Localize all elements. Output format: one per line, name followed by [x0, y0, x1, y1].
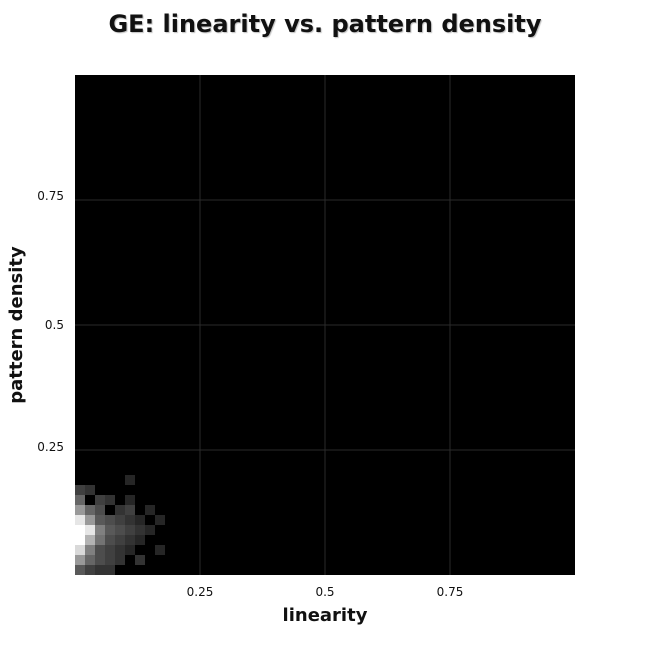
heatmap-cell [105, 525, 115, 535]
heatmap-cell [145, 505, 155, 515]
heatmap-cell [155, 545, 165, 555]
heatmap-cell [85, 525, 95, 535]
heatmap-cell [75, 495, 85, 505]
heatmap-cell [75, 555, 85, 565]
heatmap-cell [115, 555, 125, 565]
heatmap-cell [135, 525, 145, 535]
heatmap-cell [75, 485, 85, 495]
heatmap-cell [95, 545, 105, 555]
heatmap-cell [105, 555, 115, 565]
heatmap-cell [125, 545, 135, 555]
y-tick-label: 0.75 [37, 189, 64, 203]
heatmap-cell [105, 565, 115, 575]
heatmap-cell [115, 515, 125, 525]
heatmap-cell [155, 515, 165, 525]
heatmap-cell [95, 565, 105, 575]
heatmap-cell [85, 515, 95, 525]
heatmap-cell [125, 535, 135, 545]
heatmap-cell [135, 515, 145, 525]
heatmap-cell [75, 565, 85, 575]
heatmap-cell [125, 525, 135, 535]
y-tick-label: 0.25 [37, 440, 64, 454]
y-axis-label: pattern density [6, 246, 27, 404]
heatmap-cell [125, 475, 135, 485]
heatmap-cell [95, 555, 105, 565]
chart-title: GE: linearity vs. pattern density [108, 10, 542, 38]
x-tick-label: 0.25 [187, 585, 214, 599]
heatmap-cell [95, 495, 105, 505]
heatmap-cell [75, 505, 85, 515]
heatmap-cell [105, 515, 115, 525]
heatmap-cell [115, 505, 125, 515]
y-tick-label: 0.5 [45, 318, 64, 332]
heatmap-cell [105, 495, 115, 505]
heatmap-cell [75, 545, 85, 555]
gridlines [75, 75, 575, 575]
x-tick-label: 0.5 [315, 585, 334, 599]
heatmap-cell [115, 545, 125, 555]
heatmap-cell [85, 555, 95, 565]
heatmap-cells [75, 475, 165, 575]
heatmap-cell [145, 525, 155, 535]
heatmap-cell [85, 485, 95, 495]
heatmap-cell [125, 495, 135, 505]
heatmap-cell [115, 535, 125, 545]
heatmap-cell [135, 555, 145, 565]
heatmap-cell [125, 515, 135, 525]
heatmap-cell [75, 535, 85, 545]
heatmap-cell [115, 525, 125, 535]
heatmap-cell [95, 515, 105, 525]
heatmap-cell [85, 505, 95, 515]
heatmap-cell [95, 505, 105, 515]
heatmap-cell [95, 535, 105, 545]
x-axis-label: linearity [283, 605, 368, 626]
heatmap-cell [125, 505, 135, 515]
heatmap-cell [85, 535, 95, 545]
heatmap-cell [105, 545, 115, 555]
heatmap-cell [95, 525, 105, 535]
heatmap-cell [105, 535, 115, 545]
heatmap-cell [75, 525, 85, 535]
heatmap-cell [85, 545, 95, 555]
heatmap-cell [85, 565, 95, 575]
x-tick-label: 0.75 [437, 585, 464, 599]
heatmap-cell [75, 515, 85, 525]
heatmap-cell [135, 535, 145, 545]
